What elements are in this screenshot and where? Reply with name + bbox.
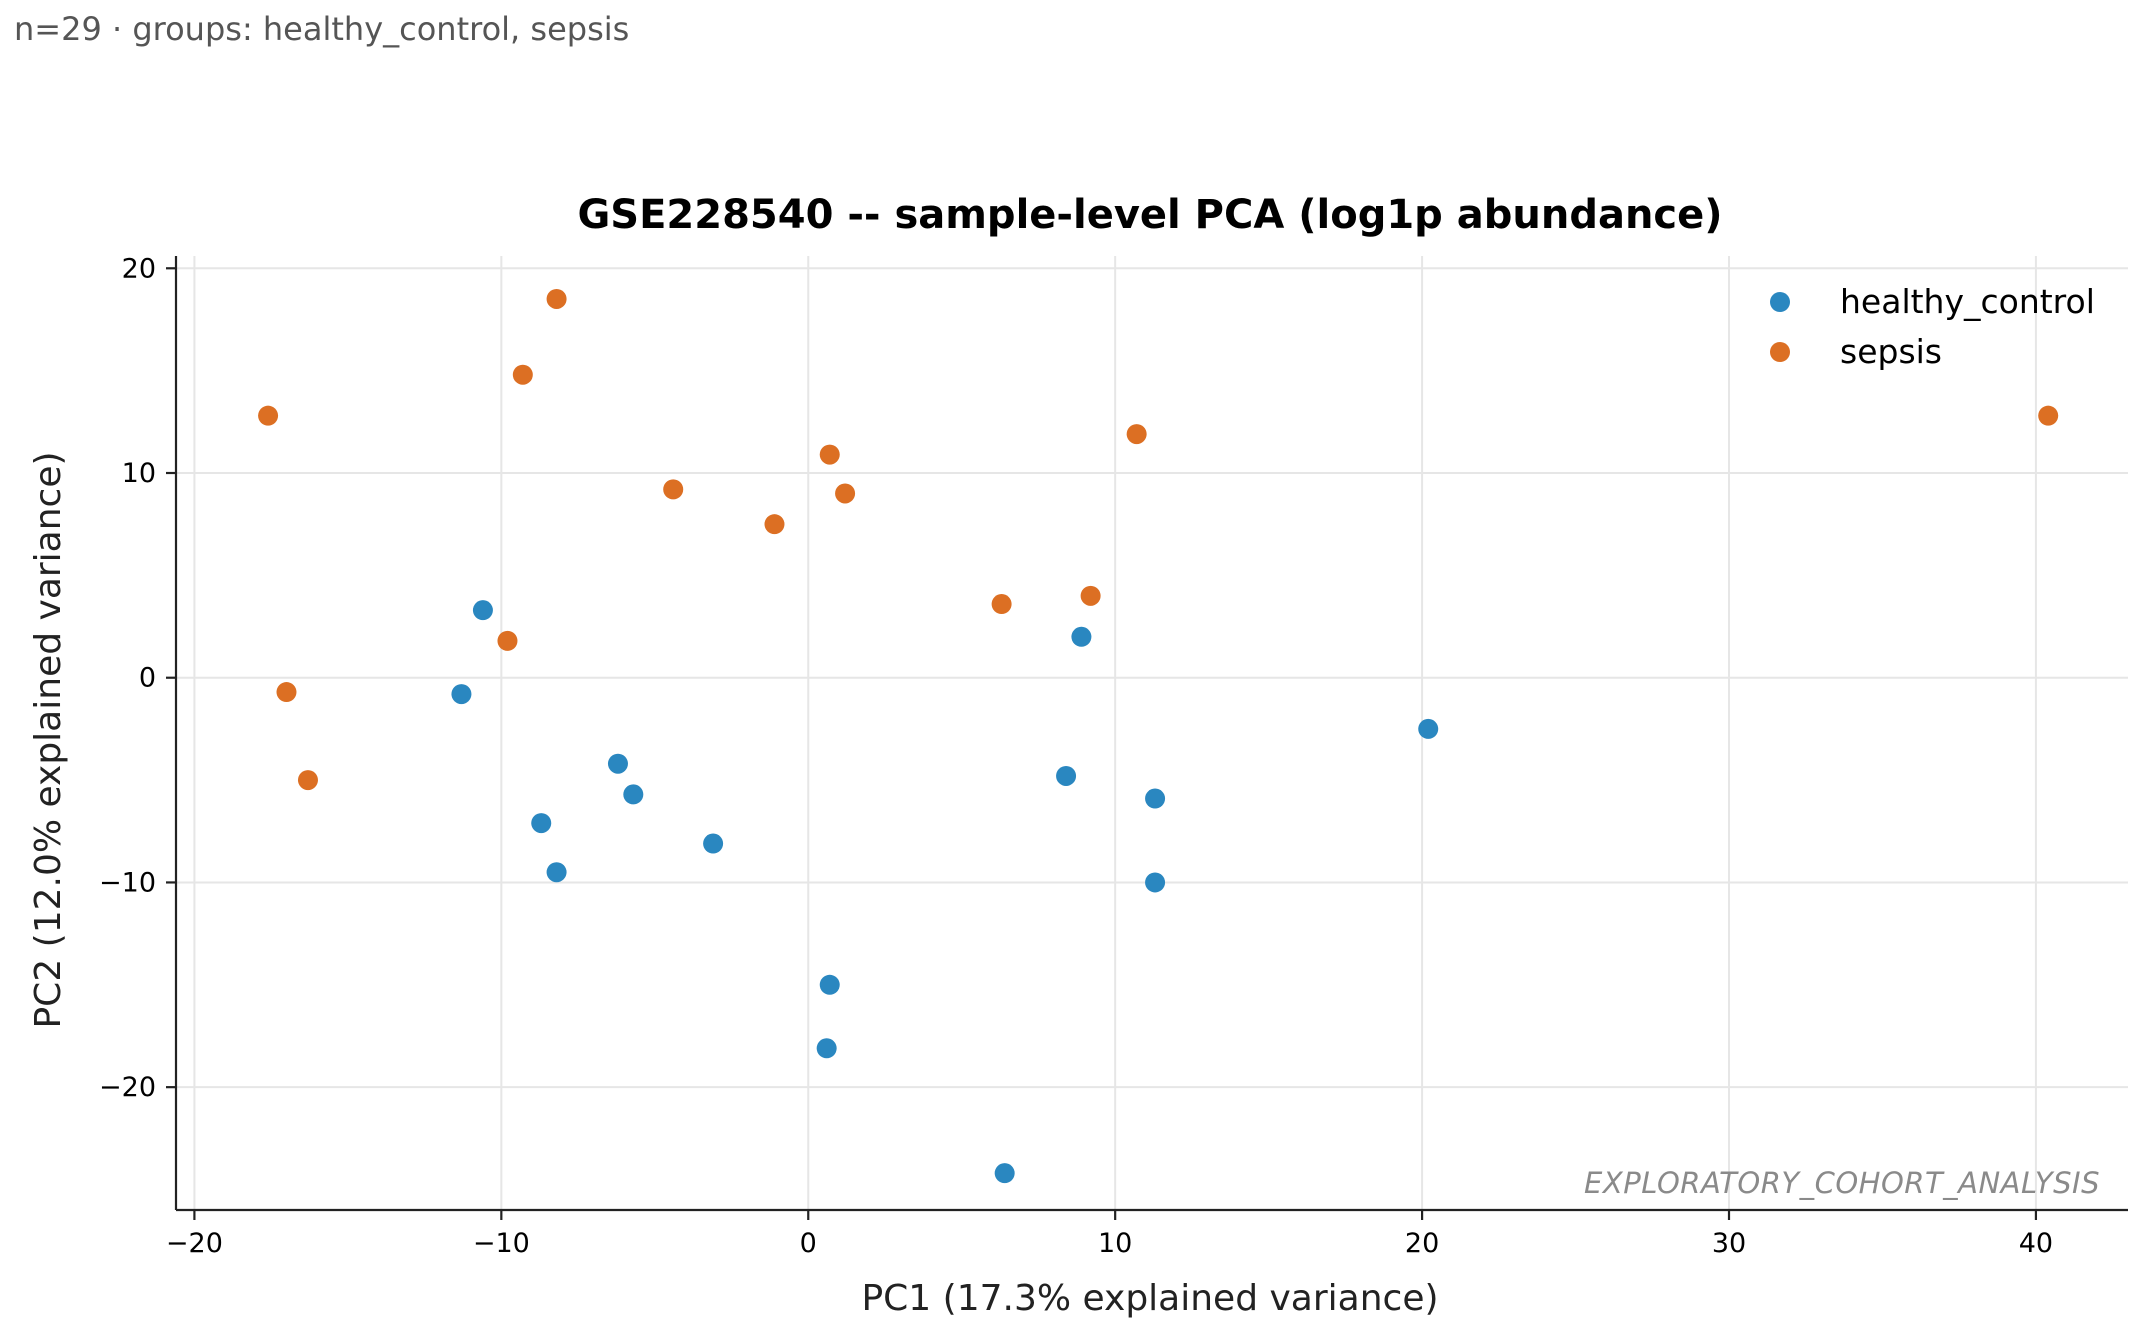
point-sepsis — [835, 483, 856, 504]
legend-marker-healthy-control — [1770, 292, 1790, 312]
x-axis-ticks: −20 −10 0 10 20 30 40 — [166, 1210, 2053, 1259]
x-tick-label: −20 — [166, 1228, 223, 1259]
y-tick-label: −10 — [99, 867, 156, 898]
y-tick-label: 0 — [139, 663, 156, 694]
point-healthy-control — [1418, 718, 1439, 739]
point-healthy-control — [1145, 788, 1166, 809]
chart-title: GSE228540 -- sample-level PCA (log1p abu… — [577, 192, 1722, 238]
legend-label-sepsis: sepsis — [1840, 332, 1942, 371]
x-tick-label: 10 — [1098, 1228, 1132, 1259]
point-healthy-control — [816, 1038, 837, 1059]
point-healthy-control — [607, 753, 628, 774]
point-sepsis — [819, 444, 840, 465]
point-healthy-control — [1071, 626, 1092, 647]
axes-spines — [174, 256, 2128, 1212]
point-healthy-control — [623, 784, 644, 805]
point-healthy-control — [531, 813, 552, 834]
y-tick-label: 20 — [122, 253, 156, 284]
point-sepsis — [663, 479, 684, 500]
point-healthy-control — [451, 684, 472, 705]
x-tick-label: 30 — [1712, 1228, 1746, 1259]
point-sepsis — [2038, 405, 2059, 426]
point-sepsis — [991, 594, 1012, 615]
point-healthy-control — [819, 974, 840, 995]
grid-lines — [176, 256, 2128, 1210]
point-sepsis — [497, 630, 518, 651]
point-healthy-control — [994, 1163, 1015, 1184]
legend-marker-sepsis — [1770, 342, 1790, 362]
watermark: EXPLORATORY_COHORT_ANALYSIS — [1584, 1166, 2100, 1200]
point-sepsis — [764, 514, 785, 535]
point-healthy-control — [703, 833, 724, 854]
y-axis-label: PC2 (12.0% explained variance) — [28, 451, 69, 1028]
point-sepsis — [512, 364, 533, 385]
legend-label-healthy-control: healthy_control — [1840, 282, 2095, 321]
point-healthy-control — [1056, 765, 1077, 786]
y-tick-label: −20 — [99, 1072, 156, 1103]
x-axis-label: PC1 (17.3% explained variance) — [861, 1278, 1438, 1319]
x-tick-label: 40 — [2019, 1228, 2053, 1259]
x-tick-label: 0 — [800, 1228, 817, 1259]
point-healthy-control — [472, 600, 493, 621]
point-healthy-control — [546, 862, 567, 883]
point-sepsis — [546, 288, 567, 309]
point-sepsis — [297, 770, 318, 791]
point-healthy-control — [1145, 872, 1166, 893]
point-sepsis — [1080, 585, 1101, 606]
y-tick-label: 10 — [122, 458, 156, 489]
chart-subtitle: n=29 · groups: healthy_control, sepsis — [14, 10, 630, 48]
x-tick-label: 20 — [1405, 1228, 1439, 1259]
point-sepsis — [258, 405, 279, 426]
point-sepsis — [276, 682, 297, 703]
point-sepsis — [1126, 424, 1147, 445]
data-points — [258, 288, 2059, 1184]
x-tick-label: −10 — [473, 1228, 530, 1259]
y-axis-ticks: −20 −10 0 10 20 — [99, 253, 176, 1103]
